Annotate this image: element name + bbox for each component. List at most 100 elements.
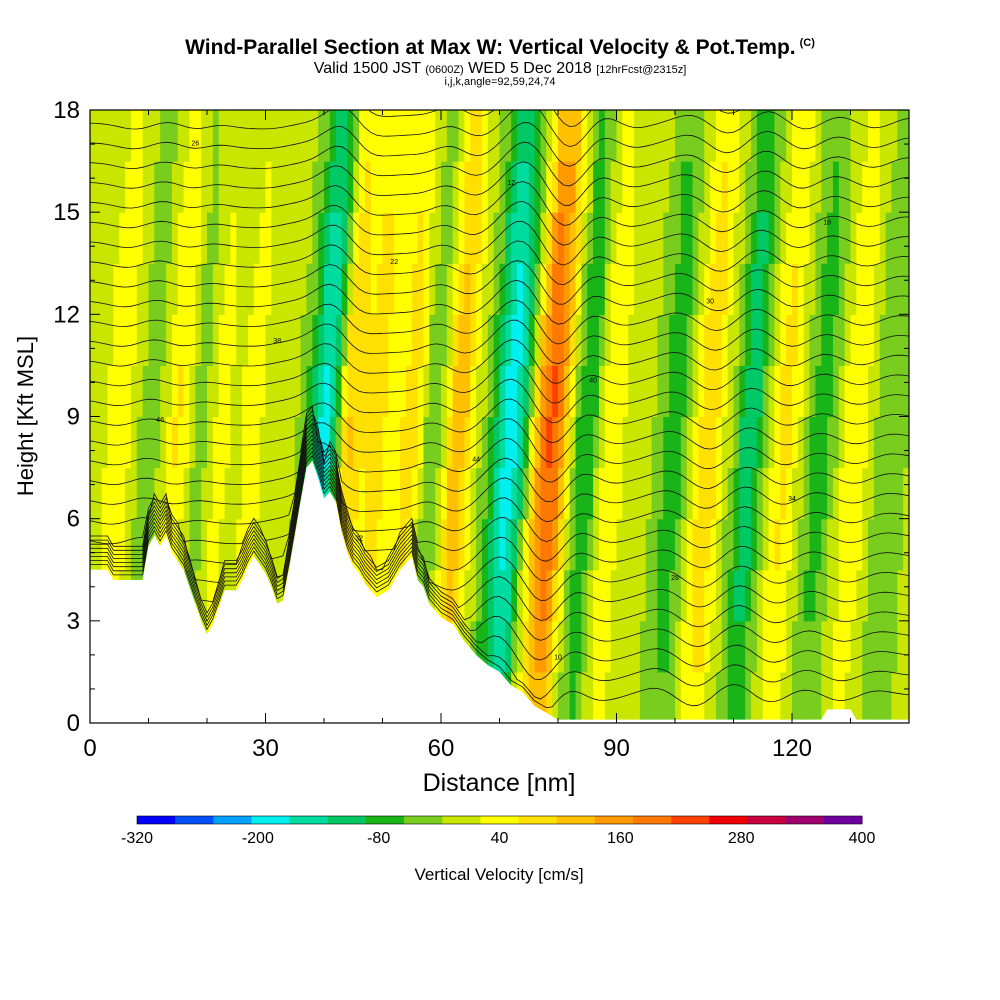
field-cell: [324, 110, 331, 162]
field-cell: [680, 212, 688, 264]
field-cell: [587, 569, 594, 622]
field-cell: [376, 467, 384, 520]
field-cell: [604, 569, 612, 622]
field-cell: [762, 365, 770, 418]
field-cell: [528, 569, 536, 622]
field-cell: [604, 518, 612, 571]
field-cell: [727, 365, 735, 418]
field-cell: [692, 161, 699, 213]
field-cell: [675, 569, 682, 622]
field-cell: [324, 161, 331, 213]
field-cell: [130, 110, 138, 162]
field-cell: [207, 161, 214, 213]
field-cell: [452, 467, 460, 520]
field-cell: [903, 314, 909, 367]
field-cell: [879, 263, 887, 315]
field-cell: [499, 467, 506, 520]
field-cell: [774, 620, 781, 673]
field-cell: [733, 365, 740, 418]
field-cell: [552, 110, 559, 162]
field-cell: [423, 569, 430, 622]
field-cell: [686, 569, 694, 622]
field-cell: [832, 212, 840, 264]
field-cell: [411, 467, 419, 520]
field-cell: [265, 365, 272, 418]
field-cell: [136, 212, 144, 264]
field-cell: [868, 416, 875, 469]
field-cell: [347, 314, 354, 367]
field-cell: [616, 110, 623, 162]
field-cell: [850, 467, 857, 520]
field-cell: [721, 110, 729, 162]
field-cell: [710, 161, 717, 213]
field-cell: [663, 365, 670, 418]
field-cell: [587, 161, 594, 213]
field-cell: [125, 314, 132, 367]
field-cell: [710, 671, 717, 723]
field-cell: [429, 212, 436, 264]
field-cell: [774, 518, 781, 571]
field-cell: [622, 671, 629, 723]
field-cell: [522, 110, 530, 162]
field-cell: [388, 416, 395, 469]
field-cell: [446, 212, 454, 264]
field-cell: [604, 365, 612, 418]
field-cell: [435, 416, 442, 469]
field-cell: [569, 569, 577, 622]
field-cell: [692, 569, 699, 622]
field-cell: [891, 212, 898, 264]
field-cell: [733, 263, 740, 315]
field-cell: [458, 416, 465, 469]
field-cell: [160, 263, 167, 315]
field-cell: [762, 110, 770, 162]
field-cell: [856, 365, 863, 418]
field-cell: [329, 416, 337, 469]
field-cell: [558, 263, 565, 315]
isentrope-label: 34: [788, 496, 796, 503]
field-cell: [517, 569, 524, 622]
field-cell: [499, 620, 506, 673]
field-cell: [610, 620, 618, 673]
field-cell: [253, 212, 261, 264]
field-cell: [856, 263, 863, 315]
field-cell: [148, 416, 155, 469]
field-cell: [815, 671, 822, 723]
field-cell: [569, 365, 577, 418]
field-cell: [394, 416, 401, 469]
field-cell: [499, 110, 506, 162]
field-cell: [423, 467, 430, 520]
field-cell: [113, 110, 120, 162]
field-cell: [201, 467, 208, 520]
field-cell: [903, 110, 909, 162]
isentrope-label: 44: [472, 457, 480, 464]
field-cell: [815, 161, 822, 213]
field-cell: [119, 314, 126, 367]
field-cell: [862, 518, 869, 571]
field-cell: [247, 416, 255, 469]
field-cell: [675, 161, 682, 213]
field-cell: [727, 416, 735, 469]
colorbar-swatch: [709, 816, 749, 824]
field-cell: [189, 263, 196, 315]
field-cell: [639, 518, 647, 571]
field-cell: [885, 365, 893, 418]
field-cell: [645, 161, 653, 213]
field-cell: [522, 569, 530, 622]
field-cell: [669, 212, 676, 264]
field-cell: [534, 110, 542, 162]
field-cell: [499, 569, 506, 622]
field-cell: [283, 161, 290, 213]
field-cell: [827, 416, 834, 469]
isentrope-line: [90, 110, 909, 148]
field-cell: [171, 161, 179, 213]
field-cell: [101, 314, 109, 367]
field-cell: [236, 416, 243, 469]
field-cell: [616, 620, 623, 673]
field-cell: [792, 314, 799, 367]
terrain: [90, 460, 909, 723]
field-cell: [739, 569, 746, 622]
colorbar-swatch: [480, 816, 520, 824]
field-cell: [593, 416, 600, 469]
field-cell: [569, 620, 577, 673]
field-cell: [476, 365, 483, 418]
